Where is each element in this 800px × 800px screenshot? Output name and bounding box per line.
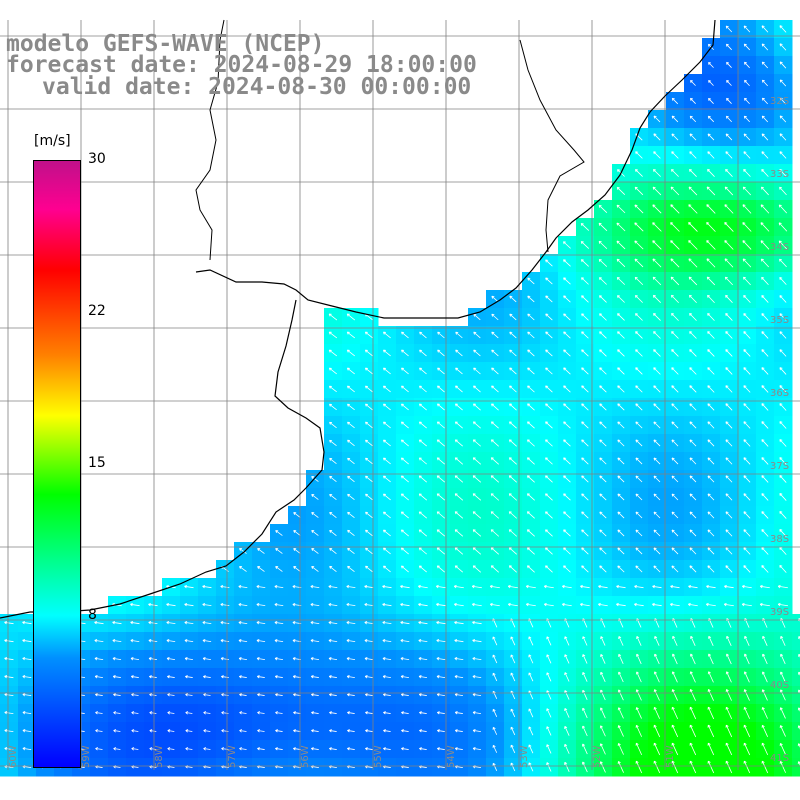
lat-label: 41S [770,753,789,764]
wind-speed-field [0,20,800,777]
colorbar-tick-15: 15 [88,455,106,471]
lat-label: 32S [770,96,789,107]
colorbar-tick-8: 8 [88,607,97,623]
lon-label: 52W [592,745,603,768]
lon-label: 55W [373,745,384,768]
lat-label: 33S [770,169,789,180]
lat-label: 37S [770,461,789,472]
colorbar-tick-22: 22 [88,303,106,319]
lat-lon-grid: 60W 59W 58W 57W 56W 55W 54W 53W 52W 51W 32S 33S 34S 3… [0,20,800,770]
lon-label: 53W [519,745,530,768]
lon-label: 56W [300,745,311,768]
lat-label: 34S [770,242,789,253]
lat-label: 40S [770,680,789,691]
lat-label: 38S [770,534,789,545]
lon-label: 51W [665,745,676,768]
lat-label: 35S [770,315,789,326]
colorbar-units: [m/s] [34,133,71,149]
colorbar [33,160,81,768]
forecast-date: forecast date: 2024-08-29 18:00:00 [6,52,477,78]
lon-label: 54W [446,745,457,768]
lat-label: 39S [770,607,789,618]
river-coast [195,19,585,261]
lon-label: 59W [81,745,92,768]
wind-arrows [4,25,800,774]
lat-label: 36S [770,388,789,399]
lon-label: 57W [227,745,238,768]
colorbar-tick-30: 30 [88,151,106,167]
valid-date: valid date: 2024-08-30 00:00:00 [42,74,472,100]
lon-label: 60W [8,745,19,768]
model-title: modelo GEFS-WAVE (NCEP) [6,31,325,57]
lon-label: 58W [154,745,165,768]
coastline [0,19,716,619]
